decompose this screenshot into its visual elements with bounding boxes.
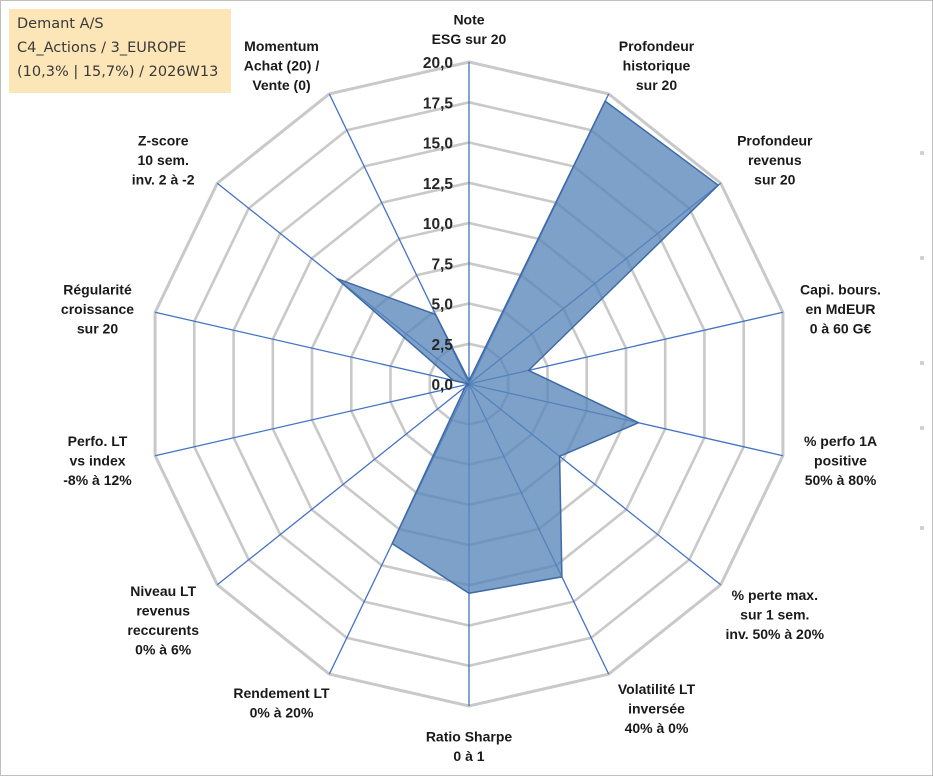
info-box: Demant A/S C4_Actions / 3_EUROPE (10,3% … [9, 9, 231, 93]
performance-period: (10,3% | 15,7%) / 2026W13 [17, 64, 219, 80]
tick-label: 2,5 [431, 337, 453, 354]
axis-label: Rendement LT 0% à 20% [233, 685, 330, 721]
tick-label: 20,0 [423, 55, 453, 72]
axis-label: Momentum Achat (20) / Vente (0) [244, 38, 320, 93]
axis-spoke [154, 383, 470, 457]
axis-label: Régularité croissance sur 20 [61, 282, 134, 337]
axis-label: Volatilité LT inversée 40% à 0% [618, 681, 696, 736]
axis-label: Profondeur historique sur 20 [619, 38, 695, 93]
radial-tick-labels: 0,0 2,5 5,0 7,5 10,0 12,5 15,0 17,5 20,0 [423, 55, 454, 394]
series-area [336, 100, 719, 595]
company-name: Demant A/S [17, 16, 104, 32]
scroll-indicator [920, 151, 926, 531]
axis-label: % perte max. sur 1 sem. inv. 50% à 20% [726, 587, 825, 642]
axis-label: Ratio Sharpe 0 à 1 [426, 729, 513, 765]
radar-series [336, 100, 719, 595]
axis-label: Niveau LT revenus reccurents 0% à 6% [127, 583, 199, 658]
tick-label: 5,0 [431, 297, 453, 314]
tick-label: 15,0 [423, 136, 453, 153]
tick-label: 0,0 [431, 377, 453, 394]
axis-labels: Note ESG sur 20 Profondeur historique sur 20… [61, 12, 881, 765]
tick-label: 12,5 [423, 176, 454, 193]
axis-label: Profondeur revenus sur 20 [737, 133, 813, 188]
axis-label: Note ESG sur 20 [432, 12, 507, 48]
axis-label: % perfo 1A positive 50% à 80% [804, 433, 877, 488]
tick-label: 7,5 [431, 256, 453, 273]
tick-label: 10,0 [423, 216, 453, 233]
axis-label: Z-score 10 sem. inv. 2 à -2 [132, 133, 195, 188]
axis-label: Capi. bours. en MdEUR 0 à 60 G€ [800, 282, 881, 337]
axis-label: Perfo. LT vs index -8% à 12% [63, 433, 132, 488]
category-path: C4_Actions / 3_EUROPE [17, 40, 187, 56]
axis-spoke [154, 311, 470, 385]
axis-spoke [216, 383, 470, 586]
tick-label: 17,5 [423, 95, 454, 112]
